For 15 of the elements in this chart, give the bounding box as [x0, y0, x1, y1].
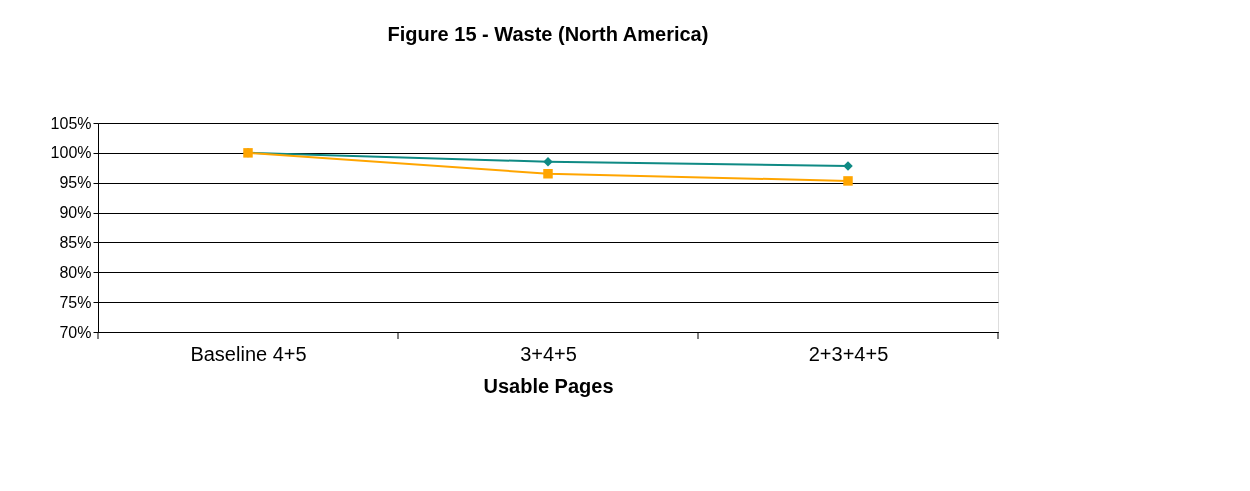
x-tick-label: 2+3+4+5: [808, 342, 889, 365]
point: [543, 169, 553, 179]
y-tick-label: 85%: [59, 233, 92, 251]
point: [843, 176, 853, 186]
x-tick-label: 3+4+5: [520, 342, 577, 365]
x-tick-label: Baseline 4+5: [190, 342, 307, 365]
y-tick-label: 90%: [59, 204, 92, 222]
y-tick-label: 95%: [59, 174, 92, 192]
y-tick-label: 70%: [59, 323, 92, 341]
y-tick-label: 100%: [50, 144, 92, 162]
y-tick-label: 75%: [59, 293, 92, 311]
y-tick-label: 80%: [59, 263, 92, 281]
x-axis-title: Usable Pages: [483, 374, 614, 397]
chart-title: Figure 15 - Waste (North America): [387, 23, 709, 45]
y-tick-label: 105%: [50, 114, 92, 132]
